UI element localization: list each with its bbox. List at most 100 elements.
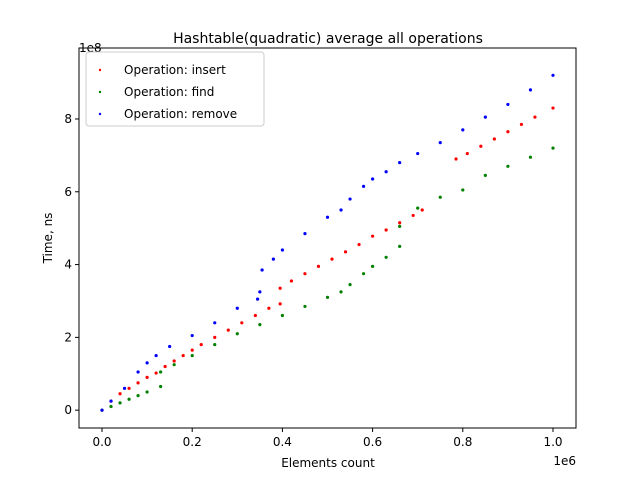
- data-point: [168, 344, 172, 349]
- data-point: [420, 208, 424, 212]
- data-point: [370, 177, 375, 181]
- data-point: [118, 392, 122, 396]
- data-point: [483, 173, 487, 177]
- data-point: [258, 323, 262, 327]
- data-point: [235, 332, 239, 336]
- x-tick-label: 0.0: [92, 435, 111, 449]
- legend-box: [85, 51, 265, 127]
- x-offset-label: 1e6: [553, 454, 576, 468]
- data-point: [267, 306, 271, 310]
- data-point: [339, 290, 343, 294]
- y-tick-label: 8: [64, 112, 72, 126]
- data-point: [325, 295, 330, 299]
- data-point: [325, 215, 330, 219]
- data-point: [253, 313, 257, 318]
- data-point: [330, 257, 334, 261]
- data-point: [145, 390, 149, 394]
- data-point: [533, 115, 537, 119]
- x-tick-label: 0.8: [453, 435, 472, 449]
- data-point: [461, 128, 465, 132]
- data-point: [348, 197, 352, 201]
- data-point: [303, 304, 307, 309]
- legend-label: Operation: remove: [124, 107, 237, 121]
- data-point: [528, 155, 533, 159]
- data-point: [398, 244, 402, 248]
- x-tick-label: 1.0: [543, 435, 562, 449]
- legend-label: Operation: insert: [124, 63, 226, 77]
- data-point: [454, 157, 458, 161]
- data-point: [136, 370, 140, 374]
- x-tick-label: 0.2: [183, 435, 202, 449]
- data-point: [127, 397, 131, 401]
- data-point: [398, 224, 402, 228]
- x-axis-label: Elements count: [281, 456, 375, 470]
- data-point: [357, 242, 361, 247]
- data-point: [384, 255, 388, 259]
- data-point: [479, 144, 483, 148]
- y-tick-label: 2: [64, 330, 72, 344]
- data-point: [122, 386, 127, 390]
- data-point: [416, 206, 420, 210]
- data-point: [190, 353, 194, 358]
- data-point: [172, 363, 176, 367]
- data-point: [154, 371, 158, 375]
- data-point: [271, 257, 275, 261]
- data-point: [118, 401, 122, 405]
- data-point: [519, 122, 524, 127]
- data-point: [398, 161, 402, 165]
- data-point: [465, 151, 469, 156]
- data-point: [159, 370, 163, 374]
- data-point: [181, 353, 185, 358]
- data-point: [163, 364, 167, 369]
- data-point: [213, 335, 217, 339]
- data-point: [370, 264, 375, 268]
- data-point: [370, 234, 375, 238]
- data-point: [172, 359, 176, 363]
- data-point: [213, 321, 217, 325]
- data-point: [145, 361, 149, 365]
- legend-marker: [98, 90, 102, 94]
- legend-label: Operation: find: [124, 85, 214, 99]
- data-point: [384, 170, 388, 174]
- y-tick-label: 6: [64, 185, 72, 199]
- plot-frame: [78, 47, 577, 429]
- data-point: [506, 164, 510, 168]
- data-point: [551, 146, 555, 150]
- legend-marker: [98, 68, 102, 72]
- data-point: [438, 195, 442, 199]
- data-point: [551, 73, 555, 77]
- data-point: [226, 328, 230, 332]
- y-tick-label: 0: [64, 403, 72, 417]
- data-point: [190, 333, 194, 338]
- data-point: [278, 302, 282, 306]
- data-point: [190, 348, 194, 352]
- data-point: [528, 88, 533, 92]
- chart-title: Hashtable(quadratic) average all operati…: [173, 31, 483, 47]
- data-point: [154, 353, 158, 358]
- data-point: [127, 386, 131, 390]
- data-point: [280, 313, 285, 318]
- data-point: [278, 286, 282, 290]
- data-point: [506, 130, 510, 134]
- data-point: [258, 290, 262, 294]
- data-point: [551, 106, 555, 110]
- data-point: [348, 282, 352, 287]
- data-point: [100, 408, 104, 412]
- data-point: [411, 213, 415, 218]
- data-point: [109, 404, 113, 409]
- data-point: [109, 399, 113, 403]
- data-point: [289, 279, 294, 283]
- data-point: [136, 394, 140, 398]
- x-tick-label: 0.4: [273, 435, 292, 449]
- data-point: [361, 272, 366, 276]
- data-point: [260, 268, 264, 272]
- data-point: [361, 184, 366, 188]
- data-point: [199, 343, 203, 347]
- data-point: [280, 248, 285, 252]
- data-point: [438, 141, 442, 145]
- data-point: [483, 115, 487, 119]
- data-point: [339, 208, 343, 212]
- data-point: [398, 221, 402, 225]
- data-point: [461, 188, 465, 192]
